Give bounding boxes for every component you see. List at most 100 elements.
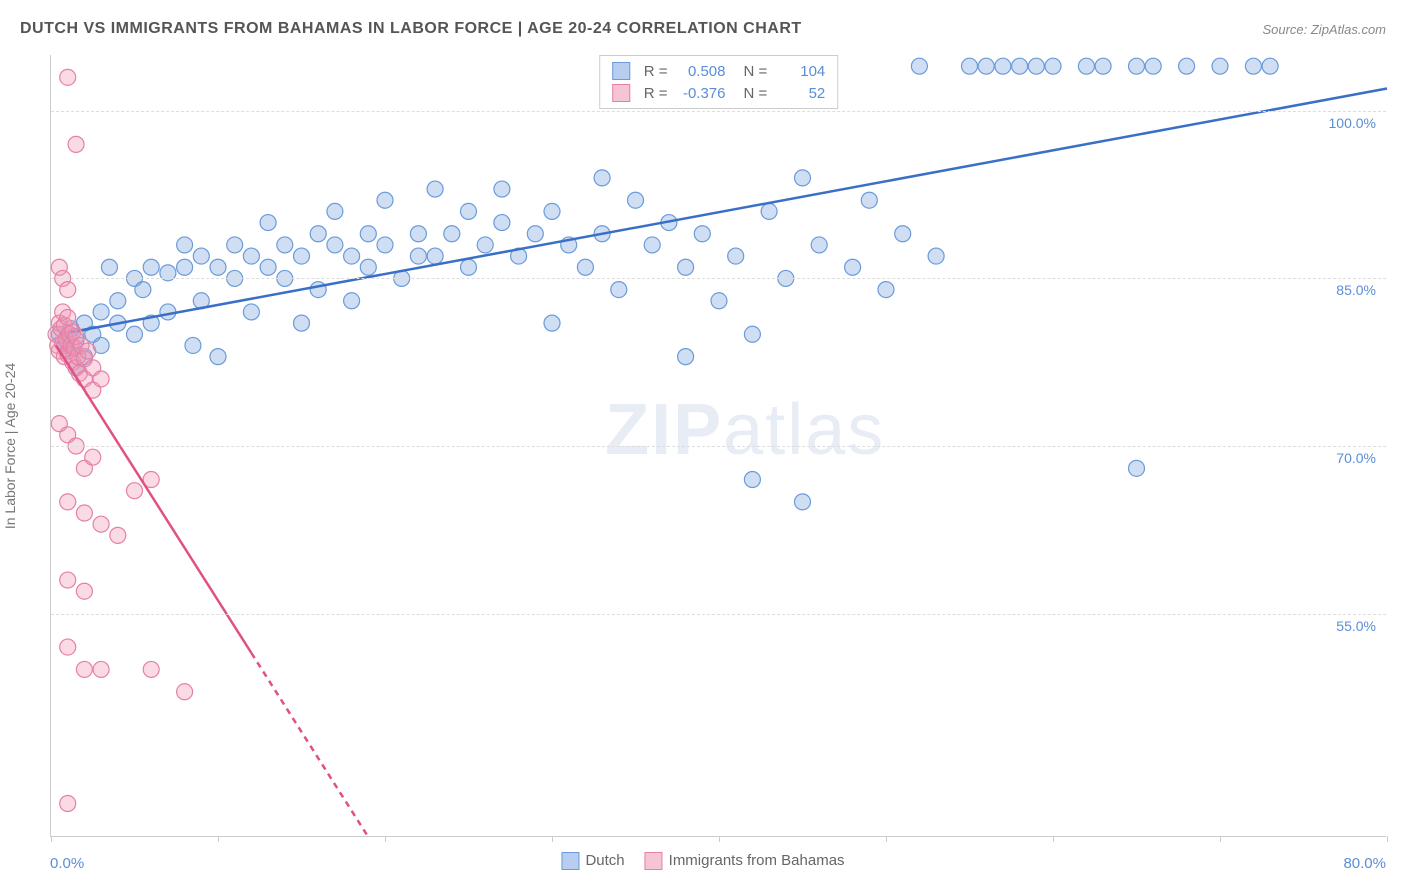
scatter-point — [711, 293, 727, 309]
scatter-point — [76, 583, 92, 599]
scatter-point — [76, 505, 92, 521]
scatter-point — [310, 226, 326, 242]
stats-n-label: N = — [744, 63, 768, 80]
scatter-point — [544, 315, 560, 331]
scatter-point — [1129, 58, 1145, 74]
scatter-point — [101, 259, 117, 275]
gridline — [51, 614, 1386, 615]
x-tick — [1387, 836, 1388, 842]
scatter-point — [294, 315, 310, 331]
scatter-point — [243, 304, 259, 320]
y-axis-label: In Labor Force | Age 20-24 — [2, 363, 18, 529]
legend-label: Immigrants from Bahamas — [669, 852, 845, 869]
scatter-point — [694, 226, 710, 242]
scatter-point — [461, 259, 477, 275]
scatter-point — [1212, 58, 1228, 74]
y-tick-label: 85.0% — [1336, 282, 1376, 298]
scatter-point — [410, 248, 426, 264]
legend-item: Dutch — [561, 852, 624, 870]
chart-title: DUTCH VS IMMIGRANTS FROM BAHAMAS IN LABO… — [20, 20, 802, 38]
scatter-point — [177, 237, 193, 253]
scatter-point — [344, 248, 360, 264]
scatter-point — [527, 226, 543, 242]
scatter-point — [327, 203, 343, 219]
scatter-point — [477, 237, 493, 253]
trend-line-dashed — [251, 653, 368, 837]
scatter-point — [193, 248, 209, 264]
scatter-point — [845, 259, 861, 275]
scatter-point — [1028, 58, 1044, 74]
scatter-point — [427, 181, 443, 197]
scatter-point — [310, 282, 326, 298]
scatter-point — [577, 259, 593, 275]
scatter-point — [60, 639, 76, 655]
scatter-point — [93, 661, 109, 677]
y-tick-label: 55.0% — [1336, 618, 1376, 634]
scatter-point — [494, 215, 510, 231]
scatter-point — [60, 310, 76, 326]
scatter-point — [177, 259, 193, 275]
scatter-point — [1245, 58, 1261, 74]
x-axis-min-label: 0.0% — [50, 855, 84, 872]
scatter-point — [143, 259, 159, 275]
scatter-point — [135, 282, 151, 298]
scatter-point — [60, 282, 76, 298]
scatter-point — [1145, 58, 1161, 74]
scatter-point — [110, 527, 126, 543]
scatter-point — [127, 326, 143, 342]
scatter-point — [68, 136, 84, 152]
scatter-point — [544, 203, 560, 219]
scatter-point — [744, 472, 760, 488]
scatter-point — [185, 337, 201, 353]
scatter-point — [110, 293, 126, 309]
scatter-point — [761, 203, 777, 219]
y-tick-label: 100.0% — [1329, 115, 1376, 131]
scatter-point — [861, 192, 877, 208]
stats-n-value: 52 — [775, 85, 825, 102]
legend-swatch — [645, 852, 663, 870]
scatter-point — [1078, 58, 1094, 74]
scatter-point — [76, 661, 92, 677]
x-tick — [719, 836, 720, 842]
legend: Dutch Immigrants from Bahamas — [561, 852, 844, 870]
scatter-point — [911, 58, 927, 74]
gridline — [51, 111, 1386, 112]
scatter-point — [360, 226, 376, 242]
scatter-point — [928, 248, 944, 264]
scatter-point — [1262, 58, 1278, 74]
scatter-point — [678, 259, 694, 275]
scatter-point — [277, 237, 293, 253]
scatter-point — [80, 343, 96, 359]
stats-r-label: R = — [644, 63, 668, 80]
scatter-point — [1045, 58, 1061, 74]
x-tick — [1220, 836, 1221, 842]
scatter-point — [410, 226, 426, 242]
scatter-point — [60, 572, 76, 588]
scatter-point — [327, 237, 343, 253]
legend-swatch — [561, 852, 579, 870]
stats-r-label: R = — [644, 85, 668, 102]
scatter-point — [678, 349, 694, 365]
x-tick — [218, 836, 219, 842]
scatter-point — [344, 293, 360, 309]
scatter-point — [227, 237, 243, 253]
scatter-point — [143, 661, 159, 677]
scatter-point — [728, 248, 744, 264]
scatter-point — [494, 181, 510, 197]
scatter-point — [644, 237, 660, 253]
scatter-point — [978, 58, 994, 74]
scatter-point — [93, 516, 109, 532]
legend-item: Immigrants from Bahamas — [645, 852, 845, 870]
scatter-point — [962, 58, 978, 74]
scatter-point — [93, 304, 109, 320]
scatter-point — [1095, 58, 1111, 74]
stats-r-value: -0.376 — [676, 85, 726, 102]
legend-label: Dutch — [585, 852, 624, 869]
scatter-point — [594, 170, 610, 186]
x-tick — [1053, 836, 1054, 842]
scatter-point — [210, 259, 226, 275]
scatter-point — [995, 58, 1011, 74]
scatter-point — [260, 259, 276, 275]
scatter-point — [811, 237, 827, 253]
scatter-point — [93, 371, 109, 387]
